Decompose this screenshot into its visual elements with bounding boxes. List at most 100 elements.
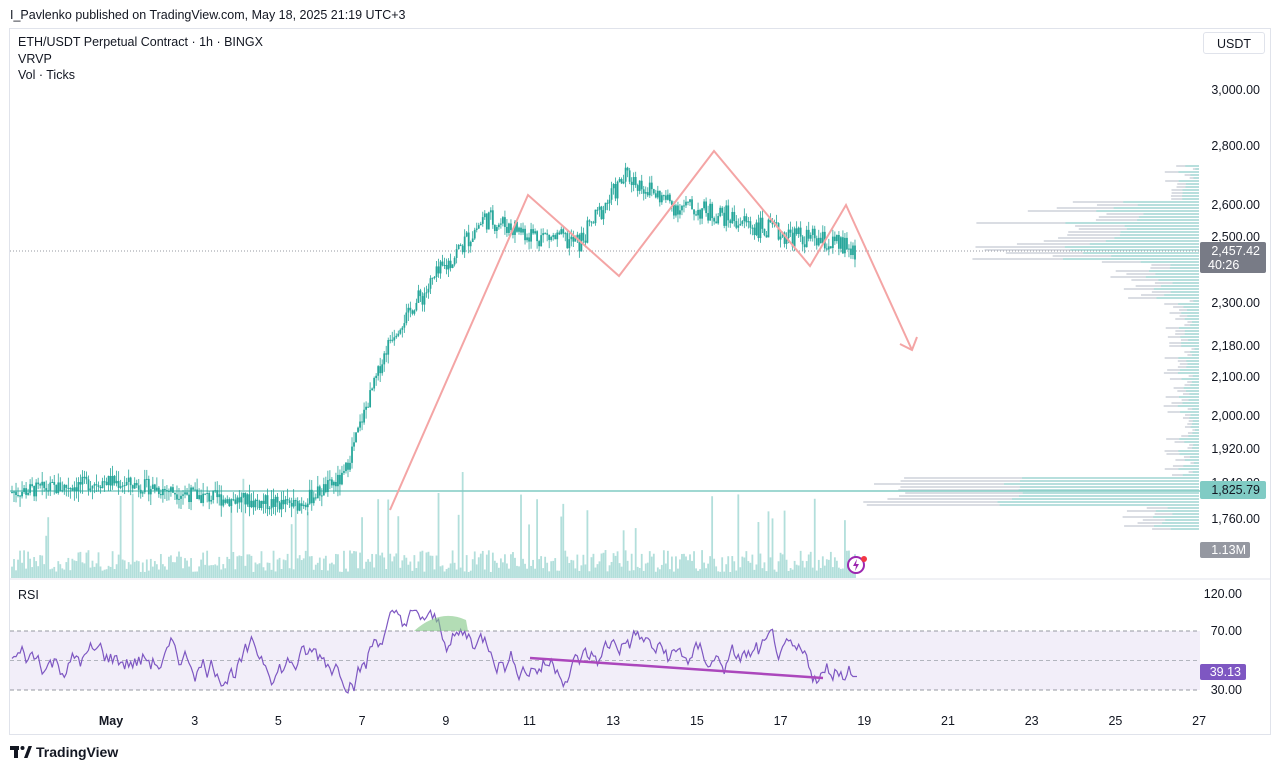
- volume-bar: [693, 551, 695, 578]
- volume-bar: [53, 566, 56, 578]
- volume-bar: [373, 567, 376, 578]
- volume-bar: [268, 562, 271, 578]
- volume-bar: [755, 564, 758, 578]
- candle-body: [333, 481, 335, 486]
- profile-value-area: [1192, 408, 1199, 410]
- volume-bar: [737, 494, 740, 578]
- profile-value-area: [1193, 300, 1199, 302]
- candle-body: [749, 221, 752, 228]
- support-level-text: 1,825.79: [1211, 483, 1260, 497]
- volume-bar: [119, 495, 122, 578]
- symbol-legend[interactable]: ETH/USDT Perpetual Contract · 1h · BINGX: [18, 35, 263, 49]
- candle-body: [779, 236, 782, 240]
- candle-body: [121, 485, 124, 487]
- volume-bar: [821, 556, 824, 578]
- candle-body: [15, 491, 17, 496]
- candle-body: [568, 239, 571, 249]
- volume-bar: [125, 568, 128, 578]
- volume-bar: [787, 570, 790, 578]
- candle-body: [687, 201, 689, 203]
- rsi-line: [11, 608, 858, 694]
- time-tick: 25: [1108, 714, 1122, 728]
- publisher-line: I_Pavlenko published on TradingView.com,…: [10, 8, 406, 22]
- candle-body: [127, 477, 130, 482]
- volume-legend[interactable]: Vol · Ticks: [18, 68, 75, 82]
- volume-bar: [371, 553, 374, 578]
- profile-value-area: [1019, 480, 1199, 482]
- candle-body: [335, 481, 337, 487]
- volume-bar: [174, 562, 176, 578]
- time-tick: 3: [191, 714, 198, 728]
- candle-body: [343, 471, 345, 473]
- volume-bar: [701, 550, 703, 578]
- candle-body: [264, 495, 267, 504]
- profile-value-area: [1187, 363, 1199, 365]
- profile-value-area: [1154, 525, 1199, 527]
- volume-bar: [149, 558, 152, 578]
- volume-bar: [290, 524, 293, 578]
- volume-bar: [180, 556, 182, 578]
- volume-bar: [55, 571, 58, 578]
- candle-body: [176, 494, 178, 500]
- candle-body: [71, 488, 74, 491]
- rsi-legend[interactable]: RSI: [18, 588, 39, 602]
- volume-bar: [51, 568, 54, 578]
- candle-body: [586, 220, 589, 243]
- candle-body: [174, 492, 176, 495]
- volume-bar: [785, 559, 788, 578]
- tradingview-logo[interactable]: TradingView: [10, 744, 118, 760]
- candle-body: [755, 222, 758, 236]
- candle-body: [685, 201, 687, 206]
- candle-body: [719, 207, 722, 217]
- volume-bar: [767, 511, 770, 578]
- candle-body: [842, 237, 844, 254]
- volume-bar: [765, 571, 768, 578]
- candle-body: [411, 310, 414, 314]
- volume-bar: [536, 499, 539, 578]
- volume-bar: [324, 555, 327, 578]
- candle-body: [415, 302, 418, 311]
- chart-frame[interactable]: [9, 28, 1271, 735]
- profile-value-area: [1182, 474, 1199, 476]
- volume-bar: [59, 564, 62, 578]
- time-tick: 5: [275, 714, 282, 728]
- profile-value-area: [1137, 204, 1199, 206]
- volume-bar: [520, 494, 522, 578]
- volume-bar: [711, 496, 714, 578]
- volume-bar: [318, 557, 321, 578]
- candle-body: [385, 353, 388, 355]
- volume-bar: [544, 556, 547, 578]
- volume-bar: [614, 555, 617, 578]
- volume-bar: [773, 569, 776, 578]
- volume-bar: [439, 566, 442, 578]
- profile-value-area: [1185, 186, 1199, 188]
- time-tick: 27: [1192, 714, 1206, 728]
- lightning-icon[interactable]: [847, 556, 865, 574]
- candle-body: [214, 490, 217, 492]
- volume-bar: [254, 562, 257, 578]
- candle-body: [186, 492, 188, 495]
- volume-bar: [79, 551, 82, 578]
- candle-body: [799, 227, 802, 237]
- candle-body: [610, 188, 613, 200]
- volume-bar: [598, 561, 601, 578]
- volume-bar: [705, 568, 708, 578]
- profile-value-area: [1184, 459, 1199, 461]
- candle-body: [612, 183, 615, 189]
- volume-bar: [763, 562, 766, 578]
- volume-bar: [719, 571, 722, 578]
- candle-body: [387, 340, 390, 355]
- candle-body: [437, 266, 440, 274]
- volume-bar: [775, 571, 778, 578]
- candle-body: [477, 225, 480, 229]
- candle-body: [345, 462, 347, 472]
- candle-body: [375, 375, 378, 378]
- currency-button[interactable]: USDT: [1203, 32, 1265, 54]
- profile-value-area: [1190, 324, 1199, 326]
- volume-bar: [280, 569, 283, 578]
- candle-body: [572, 236, 575, 242]
- candle-body: [582, 232, 585, 241]
- vrvp-legend[interactable]: VRVP: [18, 52, 52, 66]
- profile-value-area: [1190, 414, 1199, 416]
